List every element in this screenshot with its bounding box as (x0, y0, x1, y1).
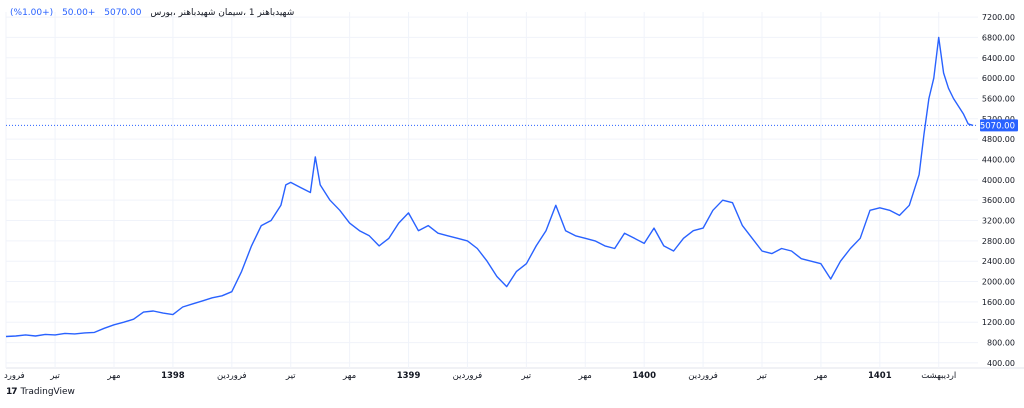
svg-text:5070.00: 5070.00 (980, 121, 1015, 131)
x-tick-label: 1401 (868, 371, 892, 381)
y-tick-label: 4000.00 (982, 176, 1015, 185)
x-axis: فرورد تیر مهر 1398 فروردین تیر مهر 1399 فروردین ت… (4, 371, 956, 381)
y-tick-label: 5200.00 (982, 115, 1015, 124)
last-price: 5070.00 (104, 8, 142, 18)
y-tick-label: 3600.00 (982, 196, 1015, 205)
y-tick-label: 4800.00 (982, 135, 1015, 144)
x-tick-label: فروردین (217, 371, 247, 381)
y-tick-label: 7200.00 (982, 13, 1015, 22)
y-tick-label: 6800.00 (982, 33, 1015, 42)
price-change-percent: (+1.00%) (10, 8, 54, 18)
price-series-line (5, 36, 974, 338)
x-tick-label: 1400 (632, 371, 656, 381)
y-tick-label: 4400.00 (982, 155, 1015, 164)
x-tick-label: مهر (813, 371, 827, 381)
x-tick-label: مهر (578, 371, 592, 381)
y-tick-label: 1200.00 (982, 318, 1015, 327)
symbol-legend[interactable]: شهیدباهنر 1 ،سیمان شهیدباهنر ،بورس 5070.… (10, 8, 300, 18)
y-tick-label: 2000.00 (982, 278, 1015, 287)
tradingview-name: TradingView (20, 387, 75, 397)
x-tick-label: فروردین (688, 371, 718, 381)
tradingview-logo-icon: 17 (6, 387, 17, 397)
x-tick-label: تیر (756, 371, 767, 381)
grid-lines (5, 12, 1024, 369)
x-tick-label: فروردین (453, 371, 483, 381)
y-tick-label: 2400.00 (982, 257, 1015, 266)
symbol-title: شهیدباهنر 1 ،سیمان شهیدباهنر ،بورس (150, 8, 295, 18)
tradingview-brand[interactable]: 17 TradingView (6, 387, 75, 397)
y-tick-label: 6400.00 (982, 54, 1015, 63)
x-tick-label: تیر (521, 371, 532, 381)
y-tick-label: 5600.00 (982, 94, 1015, 103)
y-tick-label: 400.00 (987, 359, 1015, 368)
x-tick-label: اردیبهشت (921, 371, 956, 381)
y-tick-label: 2800.00 (982, 237, 1015, 246)
x-tick-label: فرورد (4, 371, 25, 381)
y-tick-label: 800.00 (987, 339, 1015, 348)
x-tick-label: 1399 (397, 371, 421, 381)
x-tick-label: 1398 (161, 371, 185, 381)
y-tick-label: 6000.00 (982, 74, 1015, 83)
x-tick-label: تیر (49, 371, 60, 381)
price-change: +50.00 (62, 8, 96, 18)
current-price-label: 5070.00 (980, 119, 1018, 132)
y-tick-label: 3200.00 (982, 217, 1015, 226)
x-tick-label: مهر (106, 371, 120, 381)
x-tick-label: تیر (285, 371, 296, 381)
y-tick-label: 1600.00 (982, 298, 1015, 307)
x-tick-label: مهر (342, 371, 356, 381)
y-axis: 7200.00 6800.00 6400.00 6000.00 5600.00 5200.… (982, 13, 1015, 368)
